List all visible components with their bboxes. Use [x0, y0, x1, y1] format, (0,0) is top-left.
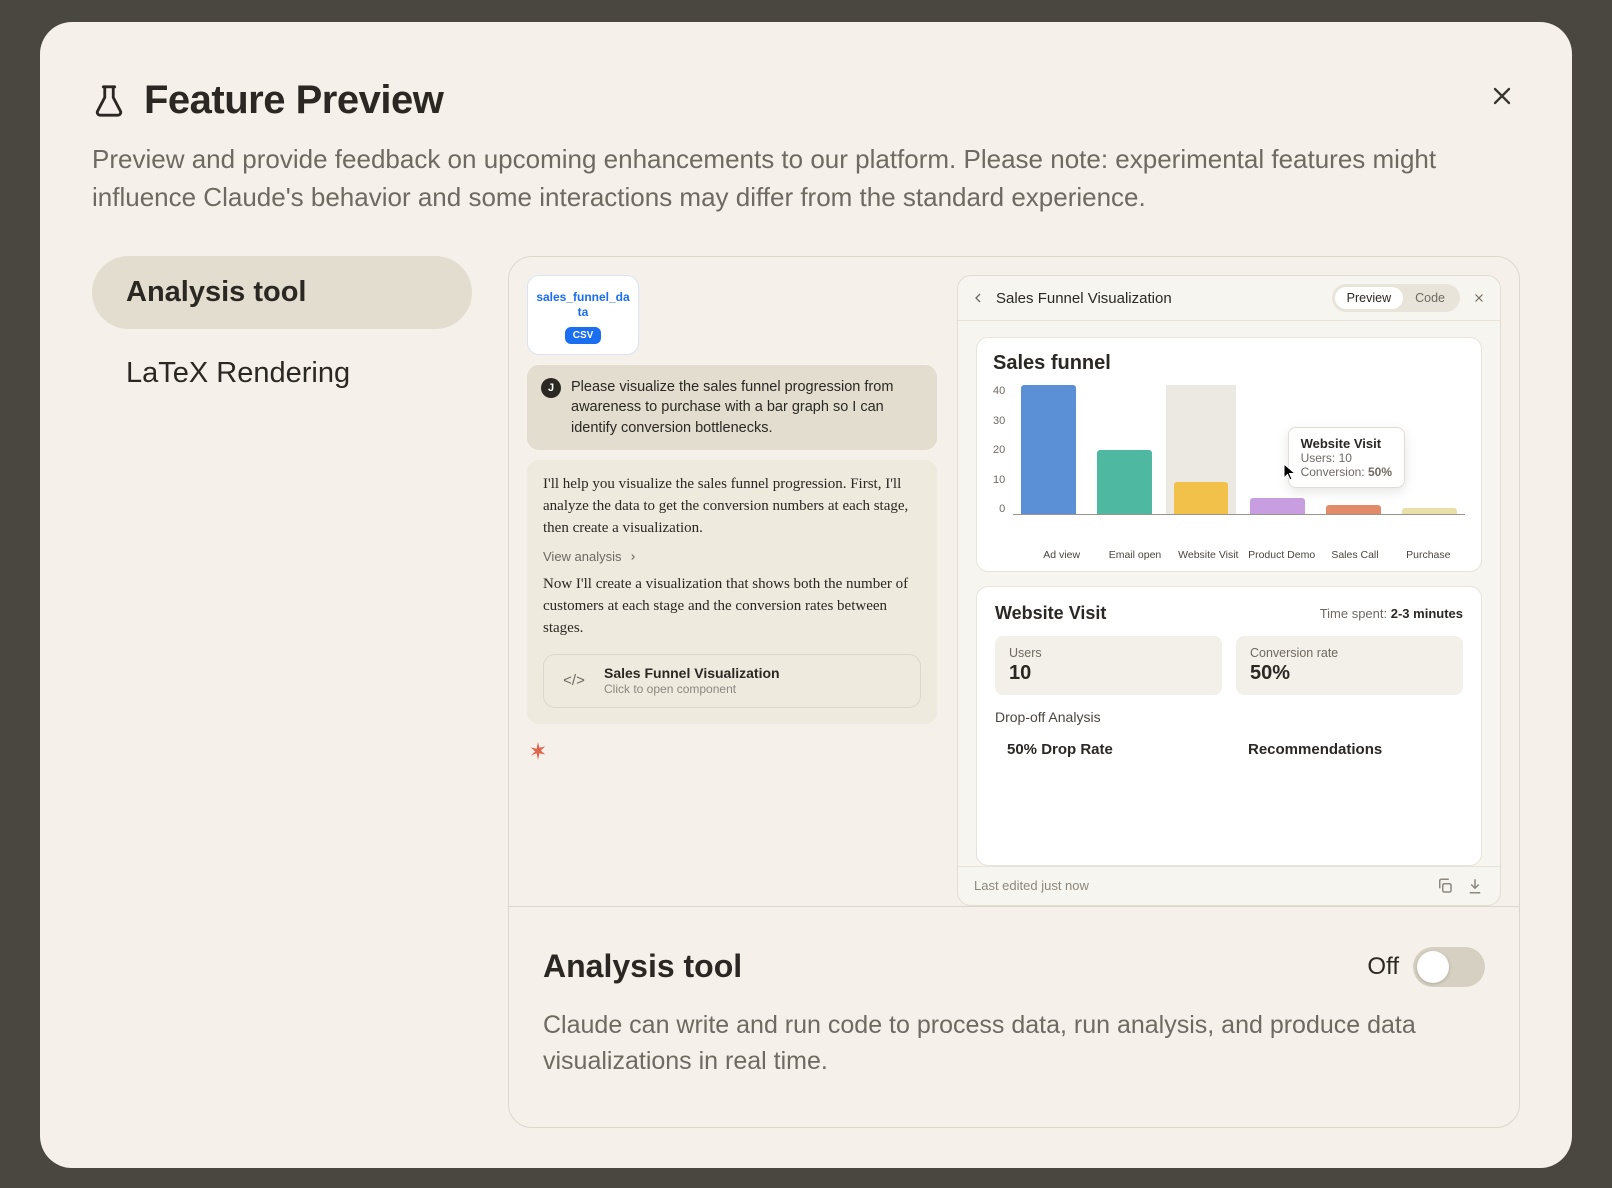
bar-website-visit[interactable]: [1166, 385, 1236, 514]
back-arrow-icon[interactable]: [970, 290, 986, 306]
tab-code[interactable]: Code: [1403, 287, 1457, 309]
sidebar-item-latex-rendering[interactable]: LaTeX Rendering: [92, 337, 472, 410]
user-avatar: J: [541, 378, 561, 398]
viz-footer: Last edited just now: [958, 866, 1500, 905]
x-label: Purchase: [1392, 545, 1465, 561]
x-label: Website Visit: [1172, 545, 1245, 561]
viz-close-button[interactable]: [1470, 289, 1488, 307]
feature-footer: Analysis tool Off Claude can write and r…: [509, 906, 1519, 1128]
viz-title: Sales Funnel Visualization: [996, 290, 1322, 307]
toggle-knob: [1417, 951, 1449, 983]
viz-body: Sales funnel 403020100 Website Visit Use…: [958, 321, 1500, 865]
y-axis: 403020100: [993, 385, 1013, 515]
bar-ad-view[interactable]: [1013, 385, 1083, 514]
sidebar-item-analysis-tool[interactable]: Analysis tool: [92, 256, 472, 329]
bar-purchase[interactable]: [1395, 385, 1465, 514]
stat-row: Users10Conversion rate50%: [995, 636, 1463, 695]
modal-subtitle: Preview and provide feedback on upcoming…: [92, 141, 1520, 216]
modal-title: Feature Preview: [144, 78, 443, 123]
file-badge: CSV: [565, 327, 602, 344]
code-icon: </>: [558, 665, 590, 697]
recommendations: Recommendations: [1236, 735, 1463, 764]
last-edited: Last edited just now: [974, 878, 1089, 893]
chat-column: sales_funnel_data CSV J Please visualize…: [527, 275, 937, 905]
modal-header: Feature Preview: [92, 78, 1520, 123]
modal-body: Analysis tool LaTeX Rendering sales_funn…: [92, 256, 1520, 1128]
x-label: Ad view: [1025, 545, 1098, 561]
x-axis: Ad viewEmail openWebsite VisitProduct De…: [1025, 545, 1465, 561]
stat-conversion-rate: Conversion rate50%: [1236, 636, 1463, 695]
x-label: Sales Call: [1318, 545, 1391, 561]
bar-email-open[interactable]: [1090, 385, 1160, 514]
content-panel: sales_funnel_data CSV J Please visualize…: [508, 256, 1520, 1128]
stat-users: Users10: [995, 636, 1222, 695]
flask-icon: [92, 84, 126, 118]
preview-area: sales_funnel_data CSV J Please visualize…: [509, 257, 1519, 905]
tooltip-conv: Conversion: 50%: [1301, 465, 1392, 479]
dropoff-heading: Drop-off Analysis: [995, 709, 1463, 725]
x-label: Email open: [1098, 545, 1171, 561]
assistant-message: I'll help you visualize the sales funnel…: [527, 460, 937, 724]
close-button[interactable]: [1484, 78, 1520, 114]
download-icon[interactable]: [1466, 877, 1484, 895]
toggle-wrap: Off: [1367, 947, 1485, 987]
component-card[interactable]: </> Sales Funnel Visualization Click to …: [543, 654, 921, 708]
detail-card: Website Visit Time spent: 2-3 minutes Us…: [976, 586, 1482, 865]
tooltip-users: Users: 10: [1301, 451, 1392, 465]
chart-wrap: 403020100 Website Visit Users: 10 Conver…: [993, 385, 1465, 545]
assistant-p2: Now I'll create a visualization that sho…: [543, 574, 921, 639]
copy-icon[interactable]: [1436, 877, 1454, 895]
feature-title: Analysis tool: [543, 948, 742, 985]
chart-tooltip: Website Visit Users: 10 Conversion: 50%: [1288, 427, 1405, 488]
x-label: Product Demo: [1245, 545, 1318, 561]
detail-header: Website Visit Time spent: 2-3 minutes: [995, 603, 1463, 624]
component-title: Sales Funnel Visualization: [604, 665, 780, 681]
feature-title-row: Analysis tool Off: [543, 947, 1485, 987]
cursor-icon: [1283, 463, 1297, 481]
component-subtitle: Click to open component: [604, 682, 780, 696]
view-analysis-link[interactable]: View analysis: [543, 549, 921, 564]
user-message: J Please visualize the sales funnel prog…: [527, 365, 937, 450]
chart-card: Sales funnel 403020100 Website Visit Use…: [976, 337, 1482, 572]
tooltip-title: Website Visit: [1301, 436, 1392, 451]
viz-header: Sales Funnel Visualization Preview Code: [958, 276, 1500, 321]
user-message-text: Please visualize the sales funnel progre…: [571, 377, 923, 438]
visualization-panel: Sales Funnel Visualization Preview Code …: [957, 275, 1501, 905]
view-analysis-label: View analysis: [543, 549, 622, 564]
detail-title: Website Visit: [995, 603, 1106, 624]
drop-rate: 50% Drop Rate: [995, 735, 1222, 764]
dropoff-row: 50% Drop Rate Recommendations: [995, 735, 1463, 764]
assistant-p1: I'll help you visualize the sales funnel…: [543, 474, 921, 539]
feature-preview-modal: Feature Preview Preview and provide feed…: [40, 22, 1572, 1168]
sidebar: Analysis tool LaTeX Rendering: [92, 256, 472, 1128]
claude-asterisk-icon: [527, 740, 549, 762]
preview-code-toggle: Preview Code: [1332, 284, 1460, 312]
tab-preview[interactable]: Preview: [1335, 287, 1403, 309]
feature-toggle[interactable]: [1413, 947, 1485, 987]
file-name: sales_funnel_data: [536, 290, 630, 319]
chart-title: Sales funnel: [993, 352, 1465, 375]
time-spent: Time spent: 2-3 minutes: [1320, 606, 1463, 621]
feature-description: Claude can write and run code to process…: [543, 1007, 1483, 1080]
file-attachment[interactable]: sales_funnel_data CSV: [527, 275, 639, 355]
modal-title-row: Feature Preview: [92, 78, 1484, 123]
toggle-label: Off: [1367, 953, 1399, 981]
